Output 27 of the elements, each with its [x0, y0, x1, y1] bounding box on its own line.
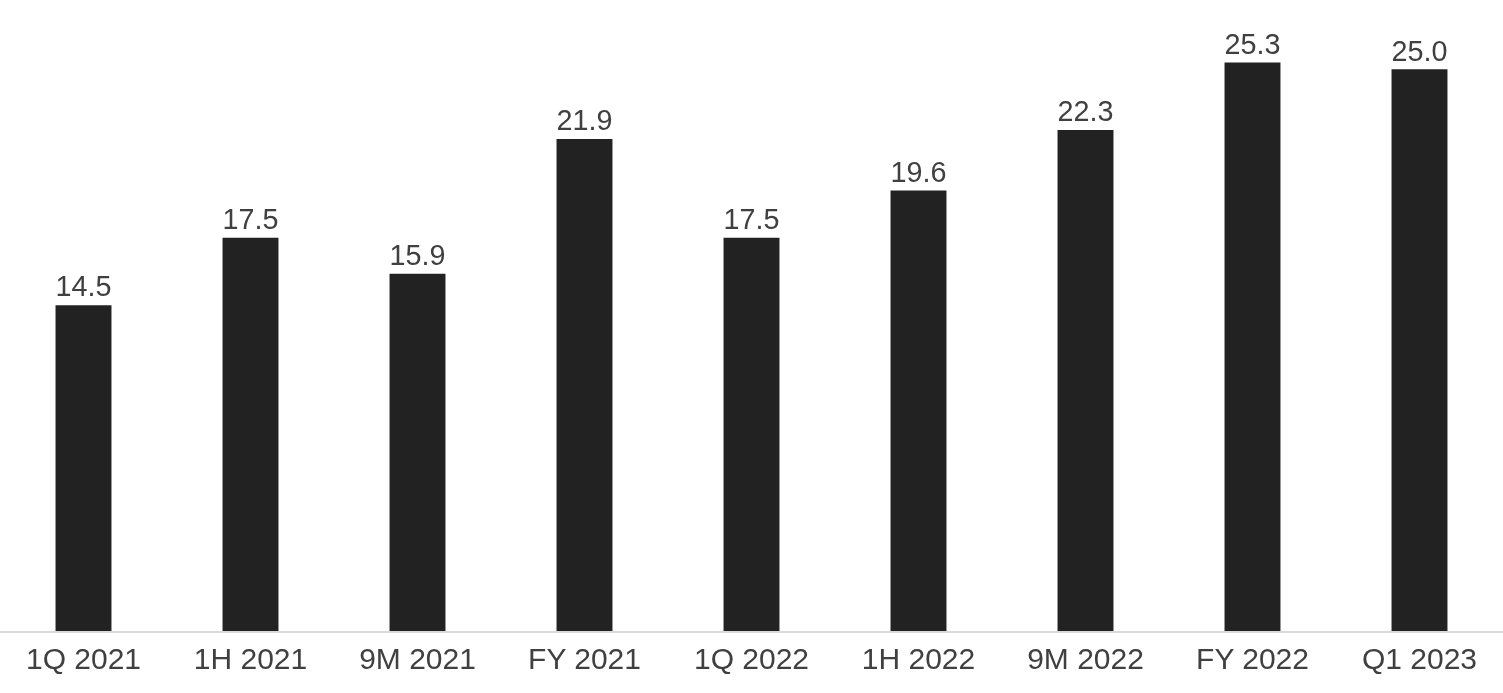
data-label: 14.5	[55, 270, 112, 303]
bar	[1391, 69, 1448, 631]
x-tick-label: 9M 2022	[1027, 642, 1144, 675]
data-label: 21.9	[556, 104, 613, 137]
data-label: 25.0	[1391, 34, 1448, 67]
x-tick-label: Q1 2023	[1361, 642, 1478, 675]
bar	[723, 237, 780, 631]
x-tick-label: FY 2021	[528, 642, 641, 675]
data-label: 22.3	[1057, 95, 1114, 128]
data-label: 15.9	[389, 238, 446, 271]
x-tick-label: FY 2022	[1196, 642, 1309, 675]
x-tick-label: 1Q 2022	[693, 642, 810, 675]
data-label: 19.6	[890, 155, 947, 188]
bar	[1057, 129, 1114, 631]
bar	[55, 305, 112, 631]
x-tick-label: 1H 2022	[861, 642, 976, 675]
x-tick-label: 1H 2021	[193, 642, 308, 675]
bar	[389, 273, 446, 631]
data-label: 17.5	[222, 203, 279, 236]
bar	[1224, 62, 1281, 631]
data-label: 17.5	[723, 203, 780, 236]
x-tick-label: 1Q 2021	[25, 642, 142, 675]
data-label: 25.3	[1224, 27, 1281, 60]
bar	[556, 138, 613, 631]
bar	[222, 237, 279, 631]
x-tick-label: 9M 2021	[359, 642, 476, 675]
bar	[890, 190, 947, 631]
